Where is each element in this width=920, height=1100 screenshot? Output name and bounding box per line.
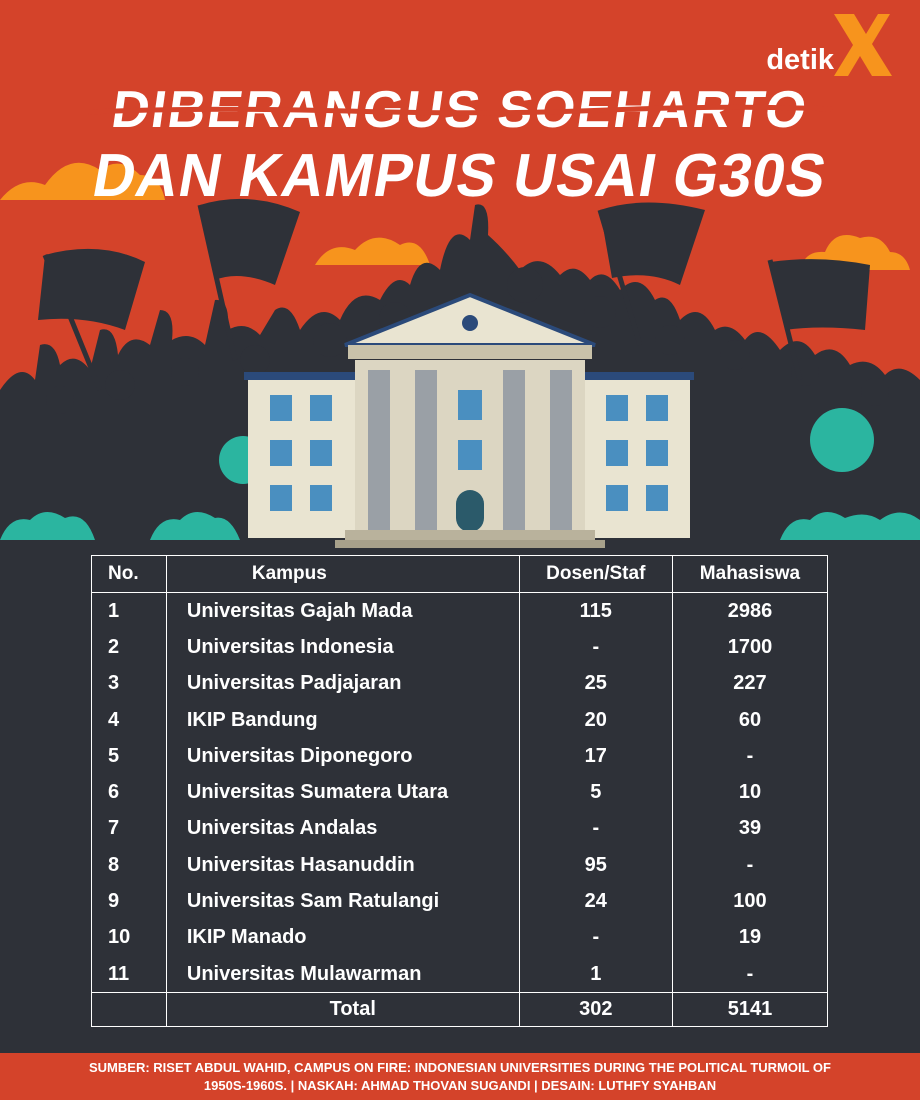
table-row: 3 Universitas Padjajaran 25 227 xyxy=(91,665,829,702)
table-row: 1 Universitas Gajah Mada 115 2986 xyxy=(91,592,829,630)
total-mahasiswa: 5141 xyxy=(671,992,829,1028)
row-dosen: 1 xyxy=(518,955,673,993)
header-no: No. xyxy=(91,555,167,593)
header-dosen: Dosen/Staf xyxy=(518,555,673,593)
row-kampus: Universitas Gajah Mada xyxy=(165,592,520,630)
row-dosen: 25 xyxy=(518,665,673,702)
row-dosen: 95 xyxy=(518,847,673,884)
row-dosen: 24 xyxy=(518,883,673,920)
row-no: 7 xyxy=(91,810,167,848)
row-kampus: Universitas Sumatera Utara xyxy=(165,774,520,811)
row-dosen: - xyxy=(518,919,673,956)
row-kampus: Universitas Sam Ratulangi xyxy=(165,883,520,920)
row-kampus: Universitas Mulawarman xyxy=(165,955,520,993)
table-row: 4 IKIP Bandung 20 60 xyxy=(91,701,829,739)
row-kampus: Universitas Diponegoro xyxy=(165,738,520,775)
row-no: 4 xyxy=(91,701,167,739)
table-header-row: No. Kampus Dosen/Staf Mahasiswa xyxy=(91,555,829,593)
row-kampus: Universitas Hasanuddin xyxy=(165,847,520,884)
row-mahasiswa: - xyxy=(671,847,829,884)
row-no: 3 xyxy=(91,665,167,702)
table-row: 11 Universitas Mulawarman 1 - xyxy=(91,955,829,993)
row-mahasiswa: 100 xyxy=(671,883,829,920)
row-dosen: - xyxy=(518,810,673,848)
row-mahasiswa: 60 xyxy=(671,701,829,739)
logo-text: detik xyxy=(766,44,834,76)
total-no-cell xyxy=(91,992,167,1028)
table-row: 2 Universitas Indonesia - 1700 xyxy=(91,629,829,666)
source-footer: SUMBER: RISET ABDUL WAHID, CAMPUS ON FIR… xyxy=(0,1053,920,1100)
row-mahasiswa: 39 xyxy=(671,810,829,848)
header-mahasiswa: Mahasiswa xyxy=(671,555,829,593)
row-dosen: 17 xyxy=(518,738,673,775)
row-kampus: Universitas Andalas xyxy=(165,810,520,848)
row-kampus: Universitas Indonesia xyxy=(165,629,520,666)
scratch-strike xyxy=(88,104,833,116)
footer-line-2: 1950S-1960S. | NASKAH: AHMAD THOVAN SUGA… xyxy=(203,1078,717,1093)
detikx-logo: detik xyxy=(742,14,892,76)
university-building-icon xyxy=(244,292,694,548)
row-kampus: IKIP Manado xyxy=(165,919,520,956)
row-dosen: - xyxy=(518,629,673,666)
flag-icon xyxy=(38,198,870,391)
row-mahasiswa: 19 xyxy=(671,919,829,956)
table-row: 7 Universitas Andalas - 39 xyxy=(91,810,829,848)
row-mahasiswa: 1700 xyxy=(671,629,829,666)
row-no: 2 xyxy=(91,629,167,666)
row-no: 9 xyxy=(91,883,167,920)
table-total-row: Total 302 5141 xyxy=(91,992,829,1028)
row-no: 10 xyxy=(91,919,167,956)
page-title-line-2: DAN KAMPUS USAI G30S xyxy=(87,141,833,210)
row-no: 1 xyxy=(91,592,167,630)
row-kampus: IKIP Bandung xyxy=(165,701,520,739)
total-dosen: 302 xyxy=(518,992,673,1028)
x-logo-icon xyxy=(834,14,892,76)
row-mahasiswa: 2986 xyxy=(671,592,829,630)
hero-illustration xyxy=(0,0,920,560)
table-row: 9 Universitas Sam Ratulangi 24 100 xyxy=(91,883,829,920)
campus-table: No. Kampus Dosen/Staf Mahasiswa 1 Univer… xyxy=(91,555,829,1028)
protest-scene xyxy=(0,0,920,560)
table-row: 8 Universitas Hasanuddin 95 - xyxy=(91,847,829,884)
table-row: 6 Universitas Sumatera Utara 5 10 xyxy=(91,774,829,811)
table-row: 5 Universitas Diponegoro 17 - xyxy=(91,738,829,775)
row-mahasiswa: 10 xyxy=(671,774,829,811)
total-label: Total xyxy=(165,992,520,1028)
row-mahasiswa: - xyxy=(671,955,829,993)
row-dosen: 20 xyxy=(518,701,673,739)
row-kampus: Universitas Padjajaran xyxy=(165,665,520,702)
row-dosen: 5 xyxy=(518,774,673,811)
header-kampus: Kampus xyxy=(165,555,520,593)
row-dosen: 115 xyxy=(518,592,673,630)
footer-line-1: SUMBER: RISET ABDUL WAHID, CAMPUS ON FIR… xyxy=(89,1060,831,1075)
row-mahasiswa: - xyxy=(671,738,829,775)
row-no: 11 xyxy=(91,955,167,993)
row-no: 5 xyxy=(91,738,167,775)
row-no: 8 xyxy=(91,847,167,884)
row-no: 6 xyxy=(91,774,167,811)
tree-icon xyxy=(0,408,920,540)
row-mahasiswa: 227 xyxy=(671,665,829,702)
table-row: 10 IKIP Manado - 19 xyxy=(91,919,829,956)
